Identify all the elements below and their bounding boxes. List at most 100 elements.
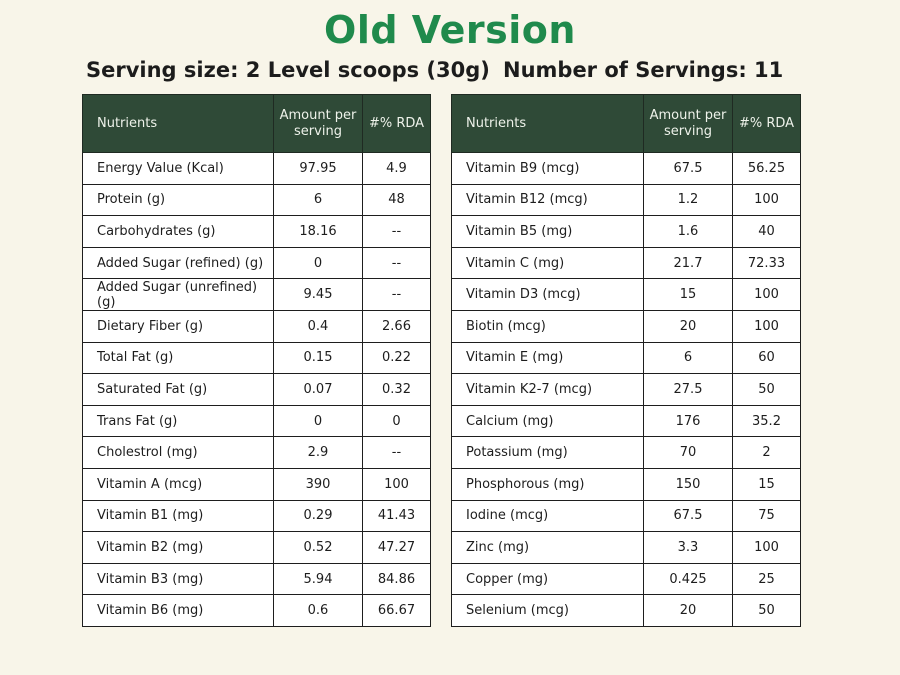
- table-row: Saturated Fat (g) 0.07 0.32: [82, 373, 431, 406]
- amount-cell: 0.15: [273, 341, 363, 375]
- table-row: Zinc (mg) 3.3 100: [451, 531, 801, 564]
- table-row: Vitamin B6 (mg) 0.6 66.67: [82, 594, 431, 627]
- amount-cell: 0.425: [643, 562, 733, 596]
- serving-size-label: Serving size: 2 Level scoops (30g): [86, 58, 490, 82]
- nutrient-name-cell: Saturated Fat (g): [82, 373, 274, 406]
- rda-cell: 35.2: [732, 404, 801, 438]
- nutrient-name-cell: Potassium (mg): [451, 436, 644, 469]
- amount-cell: 67.5: [643, 152, 733, 185]
- rda-cell: 0: [362, 404, 431, 438]
- servings-count-label: Number of Servings: 11: [503, 58, 784, 82]
- nutrient-name-cell: Vitamin B1 (mg): [82, 499, 274, 533]
- rda-cell: 50: [732, 594, 801, 627]
- rda-cell: 2.66: [362, 309, 431, 343]
- nutrient-name-cell: Vitamin D3 (mcg): [451, 278, 644, 311]
- rda-cell: 100: [732, 278, 801, 311]
- table-row: Dietary Fiber (g) 0.4 2.66: [82, 309, 431, 343]
- table-row: Trans Fat (g) 0 0: [82, 404, 431, 438]
- nutrients-header: Nutrients: [82, 94, 274, 153]
- nutrient-name-cell: Protein (g): [82, 183, 274, 217]
- table-row: Vitamin E (mg) 6 60: [451, 341, 801, 375]
- amount-cell: 2.9: [273, 436, 363, 469]
- amount-cell: 3.3: [643, 531, 733, 564]
- rda-cell: --: [362, 215, 431, 248]
- nutrient-name-cell: Carbohydrates (g): [82, 215, 274, 248]
- amount-cell: 27.5: [643, 373, 733, 406]
- nutrient-name-cell: Zinc (mg): [451, 531, 644, 564]
- table-row: Added Sugar (unrefined) (g) 9.45 --: [82, 278, 431, 311]
- rda-cell: 72.33: [732, 246, 801, 280]
- nutrient-name-cell: Energy Value (Kcal): [82, 152, 274, 185]
- table-row: Vitamin K2-7 (mcg) 27.5 50: [451, 373, 801, 406]
- amount-cell: 18.16: [273, 215, 363, 248]
- table-row: Potassium (mg) 70 2: [451, 436, 801, 469]
- rda-cell: 4.9: [362, 152, 431, 185]
- nutrient-name-cell: Added Sugar (refined) (g): [82, 246, 274, 280]
- nutrients-header: Nutrients: [451, 94, 644, 153]
- rda-cell: 0.22: [362, 341, 431, 375]
- nutrient-name-cell: Vitamin K2-7 (mcg): [451, 373, 644, 406]
- nutrient-name-cell: Calcium (mg): [451, 404, 644, 438]
- rda-cell: 60: [732, 341, 801, 375]
- rda-cell: 47.27: [362, 531, 431, 564]
- table-row: Added Sugar (refined) (g) 0 --: [82, 246, 431, 280]
- rda-cell: 2: [732, 436, 801, 469]
- rda-cell: --: [362, 436, 431, 469]
- rda-cell: 56.25: [732, 152, 801, 185]
- rda-cell: 84.86: [362, 562, 431, 596]
- nutrition-table-left: Nutrients Amount per serving #% RDA Ener…: [82, 94, 431, 627]
- amount-cell: 5.94: [273, 562, 363, 596]
- nutrient-name-cell: Vitamin A (mcg): [82, 467, 274, 501]
- nutrient-name-cell: Phosphorous (mg): [451, 467, 644, 501]
- table-row: Total Fat (g) 0.15 0.22: [82, 341, 431, 375]
- table-row: Energy Value (Kcal) 97.95 4.9: [82, 152, 431, 185]
- amount-cell: 176: [643, 404, 733, 438]
- amount-cell: 0.6: [273, 594, 363, 627]
- rda-cell: 100: [732, 531, 801, 564]
- amount-cell: 21.7: [643, 246, 733, 280]
- table-row: Vitamin C (mg) 21.7 72.33: [451, 246, 801, 280]
- nutrient-name-cell: Vitamin B3 (mg): [82, 562, 274, 596]
- nutrient-name-cell: Total Fat (g): [82, 341, 274, 375]
- table-row: Selenium (mcg) 20 50: [451, 594, 801, 627]
- rda-cell: --: [362, 278, 431, 311]
- amount-cell: 70: [643, 436, 733, 469]
- nutrient-name-cell: Cholestrol (mg): [82, 436, 274, 469]
- rda-cell: 48: [362, 183, 431, 217]
- rda-cell: 15: [732, 467, 801, 501]
- table-row: Vitamin B3 (mg) 5.94 84.86: [82, 562, 431, 596]
- nutrient-name-cell: Iodine (mcg): [451, 499, 644, 533]
- table-row: Cholestrol (mg) 2.9 --: [82, 436, 431, 469]
- nutrient-name-cell: Vitamin C (mg): [451, 246, 644, 280]
- amount-cell: 9.45: [273, 278, 363, 311]
- amount-cell: 67.5: [643, 499, 733, 533]
- nutrient-name-cell: Copper (mg): [451, 562, 644, 596]
- table-row: Protein (g) 6 48: [82, 183, 431, 217]
- table-row: Copper (mg) 0.425 25: [451, 562, 801, 596]
- rda-header: #% RDA: [362, 94, 431, 153]
- nutrient-name-cell: Added Sugar (unrefined) (g): [82, 278, 274, 311]
- table-row: Vitamin B1 (mg) 0.29 41.43: [82, 499, 431, 533]
- nutrient-name-cell: Vitamin E (mg): [451, 341, 644, 375]
- amount-cell: 1.2: [643, 183, 733, 217]
- amount-cell: 20: [643, 309, 733, 343]
- nutrient-name-cell: Vitamin B6 (mg): [82, 594, 274, 627]
- rda-cell: 40: [732, 215, 801, 248]
- amount-cell: 0: [273, 246, 363, 280]
- amount-cell: 6: [643, 341, 733, 375]
- nutrition-table-right: Nutrients Amount per serving #% RDA Vita…: [451, 94, 801, 627]
- table-row: Calcium (mg) 176 35.2: [451, 404, 801, 438]
- rda-cell: --: [362, 246, 431, 280]
- amount-cell: 97.95: [273, 152, 363, 185]
- amount-cell: 0.4: [273, 309, 363, 343]
- amount-cell: 0: [273, 404, 363, 438]
- table-header-row: Nutrients Amount per serving #% RDA: [82, 94, 431, 153]
- table-header-row: Nutrients Amount per serving #% RDA: [451, 94, 801, 153]
- rda-cell: 100: [362, 467, 431, 501]
- nutrient-name-cell: Selenium (mcg): [451, 594, 644, 627]
- amount-cell: 0.07: [273, 373, 363, 406]
- table-row: Vitamin B9 (mcg) 67.5 56.25: [451, 152, 801, 185]
- table-row: Vitamin B2 (mg) 0.52 47.27: [82, 531, 431, 564]
- amount-cell: 150: [643, 467, 733, 501]
- amount-header: Amount per serving: [643, 94, 733, 153]
